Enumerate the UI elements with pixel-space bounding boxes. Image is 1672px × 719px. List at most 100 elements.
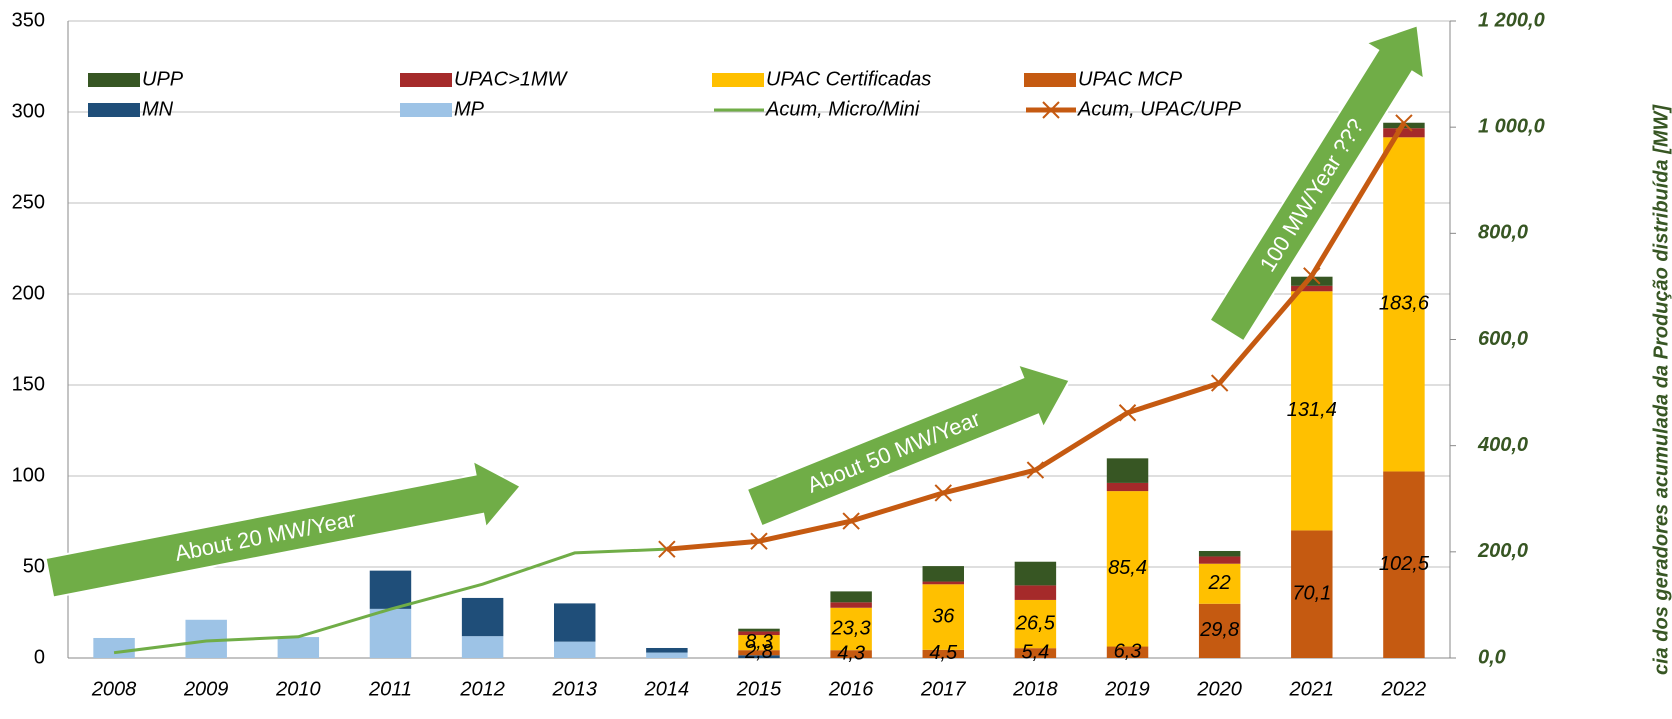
bar-segment <box>1014 599 1057 649</box>
y-tick-label: 300 <box>12 100 45 122</box>
legend-marker <box>1042 101 1060 119</box>
y2-tick-label: 200,0 <box>1477 540 1528 562</box>
value-label: 5,4 <box>1021 641 1049 663</box>
legend-swatch <box>400 73 452 87</box>
y-tick-label: 150 <box>12 373 45 395</box>
x-tick-label: 2011 <box>368 678 412 700</box>
bar-segment <box>1291 530 1333 658</box>
legend-swatch <box>712 73 764 87</box>
bar-segment <box>1106 491 1149 647</box>
bar-segment <box>1106 458 1149 483</box>
x-tick-label: 2021 <box>1289 678 1335 700</box>
y2-tick-label: 1 200,0 <box>1478 9 1545 31</box>
y2-tick-label: 400,0 <box>1477 434 1528 456</box>
line-marker <box>1026 461 1045 479</box>
y2-axis-label: cia dos geradores acumulada da Produção … <box>1650 104 1672 675</box>
y-tick-label: 0 <box>34 646 45 668</box>
x-tick-label: 2020 <box>1196 678 1242 700</box>
x-tick-label: 2010 <box>275 678 321 700</box>
bar-segment <box>738 655 780 658</box>
legend-label: UPAC Certificadas <box>766 68 931 90</box>
arrow-shape <box>1208 24 1426 343</box>
bar-segment <box>277 637 320 658</box>
annotation-text: 100 MW/Year ??? <box>1255 114 1369 276</box>
bar-segment <box>738 635 780 651</box>
bar-segment <box>1383 128 1425 138</box>
bar-segment <box>646 647 688 653</box>
legend-label: Acum, Micro/Mini <box>765 98 920 120</box>
bar-segment <box>1106 646 1149 658</box>
bar-segment <box>738 631 780 636</box>
legend-label: UPP <box>142 68 184 90</box>
x-tick-label: 2012 <box>459 678 505 700</box>
bar-segment <box>646 652 688 658</box>
value-label: 6,3 <box>1114 641 1142 663</box>
line-marker <box>658 540 676 558</box>
line-marker <box>1210 374 1229 392</box>
legend-swatch <box>88 73 140 87</box>
bar-segment <box>922 584 964 650</box>
annotation-arrow: About 20 MW/Year <box>44 458 523 599</box>
y2-tick-label: 800,0 <box>1478 222 1528 244</box>
bar-segment <box>369 570 412 609</box>
legend-label: Acum, UPAC/UPP <box>1077 98 1242 120</box>
bar-segment <box>93 637 135 658</box>
x-tick-label: 2019 <box>1104 678 1150 700</box>
bar-segment <box>1383 137 1425 472</box>
bar-segment <box>738 650 780 656</box>
bar-segment <box>738 628 780 632</box>
bar-segment <box>922 581 964 585</box>
value-label: 70,1 <box>1292 582 1331 604</box>
line-marker <box>842 512 860 530</box>
y-tick-label: 350 <box>12 9 45 31</box>
bar-segment <box>922 566 964 582</box>
y2-tick-label: 1 000,0 <box>1478 115 1545 137</box>
bar-segment <box>461 636 504 658</box>
line-series <box>113 547 667 655</box>
arrow-shape <box>44 458 523 599</box>
legend-swatch <box>1024 73 1076 87</box>
bar-segment <box>554 641 596 658</box>
bar-segment <box>1198 563 1241 604</box>
arrow-shape <box>745 362 1072 528</box>
legend-label: UPAC MCP <box>1078 68 1183 90</box>
x-tick-label: 2018 <box>1012 678 1058 700</box>
bar-segment <box>1198 603 1241 658</box>
x-tick-label: 2008 <box>91 678 137 700</box>
x-tick-label: 2015 <box>736 678 782 700</box>
bar-segment <box>1291 276 1333 286</box>
bar-segment <box>1106 482 1149 492</box>
value-label: 26,5 <box>1015 612 1056 634</box>
bar-segment <box>554 603 596 642</box>
line-marker <box>1303 267 1321 285</box>
bar-segment <box>461 597 504 637</box>
x-tick-label: 2014 <box>644 678 690 700</box>
x-tick-label: 2009 <box>183 678 229 700</box>
bar-segment <box>1291 291 1333 531</box>
line-marker <box>1395 114 1413 132</box>
legend-swatch <box>400 103 452 117</box>
legend-label: MP <box>454 98 485 120</box>
y-tick-label: 100 <box>12 464 45 486</box>
bar-segment <box>830 607 872 651</box>
line-marker <box>934 484 952 502</box>
bar-segment <box>830 602 872 608</box>
y2-tick-label: 600,0 <box>1478 328 1528 350</box>
value-label: 131,4 <box>1287 399 1337 421</box>
value-label: 23,3 <box>831 617 871 639</box>
value-label: 36 <box>932 605 955 627</box>
bar-segment <box>1014 648 1057 658</box>
value-label: 85,4 <box>1108 557 1147 579</box>
bar-segment <box>1014 561 1057 586</box>
annotation-text: About 50 MW/Year <box>804 406 984 498</box>
y2-tick-label: 0,0 <box>1478 646 1506 668</box>
value-label: 8,3 <box>745 631 773 653</box>
value-label: 102,5 <box>1379 553 1430 575</box>
y-tick-label: 200 <box>12 282 45 304</box>
y-tick-label: 50 <box>23 555 45 577</box>
value-label: 4,3 <box>837 642 865 664</box>
legend-label: MN <box>142 98 174 120</box>
value-label: 4,5 <box>929 642 958 664</box>
x-tick-label: 2016 <box>828 678 874 700</box>
legend-swatch <box>88 103 140 117</box>
